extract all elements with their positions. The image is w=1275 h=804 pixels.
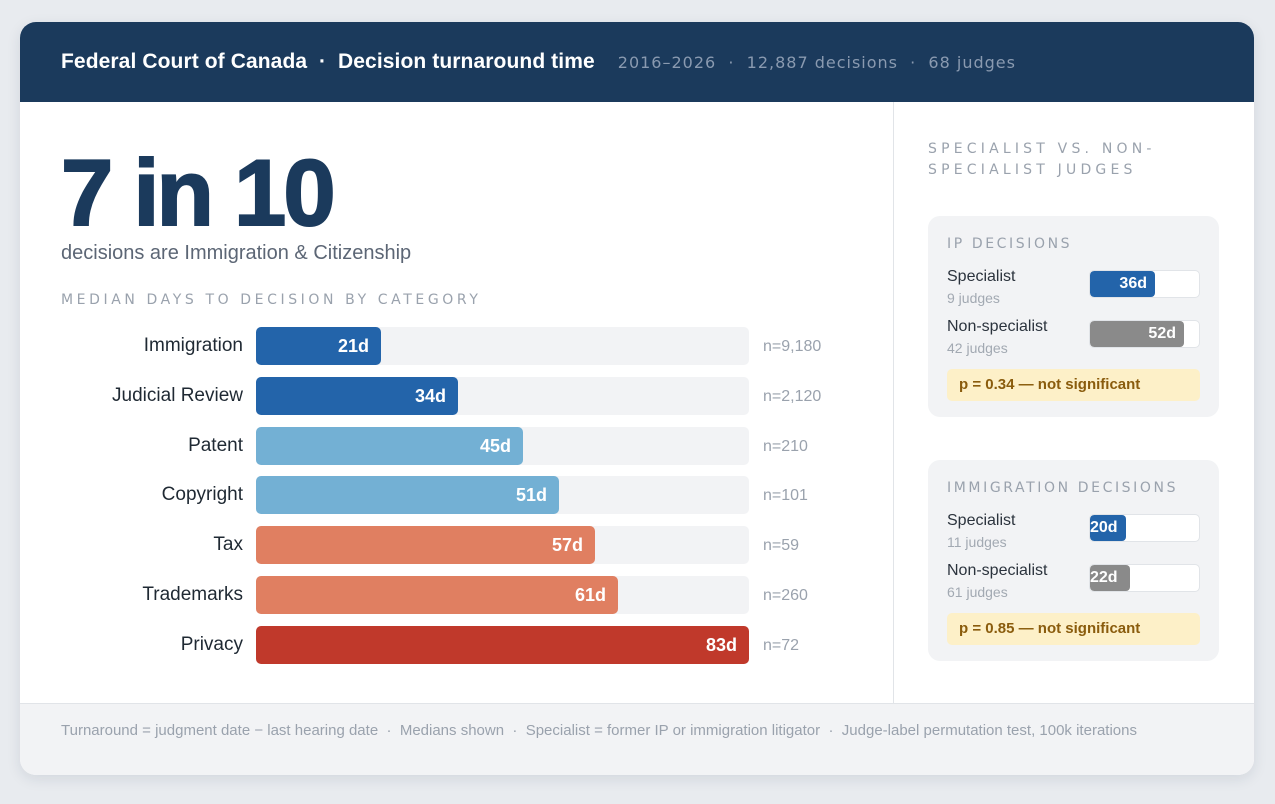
- bar-sample-size: n=9,180: [763, 338, 822, 355]
- comparison-track: 20d: [1089, 514, 1200, 542]
- panel-title: IP DECISIONS: [947, 236, 1073, 252]
- panel-ip-decisions: IP DECISIONS Specialist 9 judges 36d Non…: [928, 216, 1219, 417]
- bar-track: 45d: [256, 426, 749, 465]
- comparison-judges: 9 judges: [947, 290, 1000, 306]
- comparison-bar: 36d: [1090, 271, 1155, 297]
- vertical-divider: [893, 102, 894, 703]
- bar: 61d: [256, 576, 618, 614]
- bar-track: 34d: [256, 376, 749, 415]
- comparison-name: Specialist: [947, 512, 1016, 529]
- bar: 21d: [256, 327, 381, 365]
- bar-sample-size: n=260: [763, 587, 808, 604]
- bar-value-label: 34d: [414, 385, 446, 406]
- bar-track: 61d: [256, 576, 749, 614]
- bar-value-label: 57d: [551, 535, 583, 556]
- header-meta: 2016–2026 · 12,887 decisions · 68 judges: [617, 52, 1016, 72]
- comparison-row-specialist: Specialist 11 judges 20d: [947, 512, 1201, 552]
- bar-row: Privacy 83d n=72: [20, 625, 893, 664]
- comparison-bar: 22d: [1090, 565, 1130, 591]
- bar-value-label: 51d: [515, 485, 547, 506]
- bar-row: Judicial Review 34d n=2,120: [20, 376, 893, 415]
- bar-track: 83d: [256, 625, 749, 664]
- bar: 57d: [256, 526, 595, 565]
- comparison-track: 22d: [1089, 564, 1200, 592]
- footer-note: Turnaround = judgment date − last hearin…: [20, 703, 1254, 775]
- comparison-name: Specialist: [947, 268, 1016, 285]
- bar-row: Patent 45d n=210: [20, 426, 893, 465]
- bar-category-label: Judicial Review: [112, 384, 243, 406]
- bar-value-label: 21d: [337, 336, 369, 356]
- dashboard-card: Federal Court of Canada · Decision turna…: [20, 22, 1254, 775]
- panel-title: IMMIGRATION DECISIONS: [947, 480, 1179, 496]
- main-panel: 7 in 10 decisions are Immigration & Citi…: [20, 102, 893, 703]
- bar-track: 51d: [256, 476, 749, 515]
- comparison-name: Non-specialist: [947, 562, 1048, 579]
- comparison-value: 36d: [1119, 275, 1147, 292]
- comparison-value: 52d: [1148, 325, 1176, 342]
- bar-sample-size: n=210: [763, 437, 808, 455]
- bar-category-label: Privacy: [180, 633, 243, 655]
- bar-track: 21d: [256, 327, 749, 365]
- bar-sample-size: n=2,120: [763, 387, 822, 405]
- comparison-row-specialist: Specialist 9 judges 36d: [947, 268, 1201, 308]
- bar-value-label: 83d: [705, 634, 737, 655]
- page-title: Federal Court of Canada · Decision turna…: [61, 50, 595, 73]
- header-bar: Federal Court of Canada · Decision turna…: [20, 22, 1254, 102]
- bar-sample-size: n=59: [763, 537, 800, 555]
- comparison-bar: 52d: [1090, 321, 1184, 347]
- bar: 83d: [256, 625, 749, 664]
- comparison-track: 36d: [1089, 270, 1200, 298]
- bar-category-label: Patent: [188, 434, 243, 456]
- comparison-value: 20d: [1090, 519, 1118, 536]
- bar-row: Copyright 51d n=101: [20, 476, 893, 515]
- comparison-row-non-specialist: Non-specialist 61 judges 22d: [947, 562, 1201, 602]
- bar-sample-size: n=72: [763, 636, 800, 654]
- panel-immigration-decisions: IMMIGRATION DECISIONS Specialist 11 judg…: [928, 460, 1219, 661]
- comparison-row-non-specialist: Non-specialist 42 judges 52d: [947, 318, 1201, 358]
- bar-value-label: 45d: [479, 435, 511, 456]
- bar-category-label: Trademarks: [142, 584, 243, 605]
- side-panel: SPECIALIST VS. NON-SPECIALIST JUDGES IP …: [894, 102, 1254, 703]
- bar: 51d: [256, 476, 559, 515]
- headline-stat: 7 in 10: [60, 140, 337, 245]
- comparison-judges: 11 judges: [947, 534, 1007, 550]
- bar-track: 57d: [256, 526, 749, 565]
- bar-category-label: Tax: [213, 534, 243, 556]
- p-value-badge: p = 0.85 — not significant: [947, 613, 1200, 645]
- bar-row: Tax 57d n=59: [20, 526, 893, 565]
- bar: 34d: [256, 376, 458, 415]
- comparison-track: 52d: [1089, 320, 1200, 348]
- bar: 45d: [256, 426, 523, 465]
- comparison-value: 22d: [1090, 569, 1118, 586]
- comparison-judges: 61 judges: [947, 584, 1008, 600]
- bar-row: Trademarks 61d n=260: [20, 576, 893, 614]
- comparison-judges: 42 judges: [947, 340, 1008, 356]
- chart-title: MEDIAN DAYS TO DECISION BY CATEGORY: [61, 292, 482, 308]
- comparison-name: Non-specialist: [947, 318, 1048, 335]
- bar-value-label: 61d: [574, 585, 606, 605]
- bar-category-label: Immigration: [143, 335, 243, 356]
- bar-row: Immigration 21d n=9,180: [20, 327, 893, 365]
- bar-sample-size: n=101: [763, 487, 808, 505]
- side-title: SPECIALIST VS. NON-SPECIALIST JUDGES: [928, 141, 1156, 178]
- comparison-bar: 20d: [1090, 515, 1126, 541]
- p-value-badge: p = 0.34 — not significant: [947, 369, 1200, 401]
- bar-category-label: Copyright: [161, 484, 243, 506]
- headline-subtitle: decisions are Immigration & Citizenship: [61, 242, 412, 264]
